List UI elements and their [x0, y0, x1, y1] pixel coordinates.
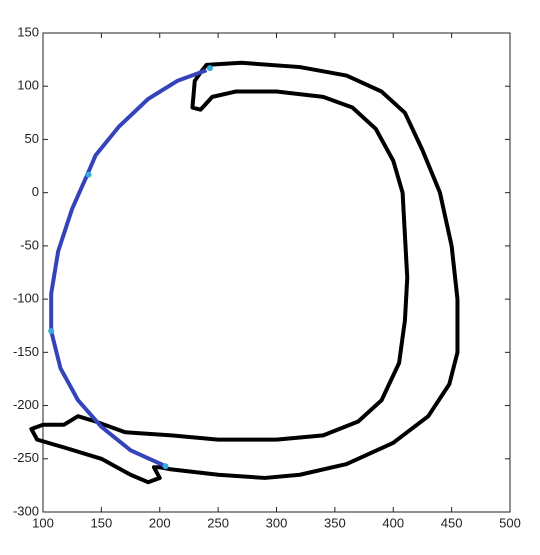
series-line: [29, 60, 460, 485]
y-tick-label: -150: [13, 344, 39, 359]
x-tick-label: 450: [441, 515, 463, 530]
point-marker: [85, 171, 92, 178]
point-marker: [48, 328, 55, 335]
series-line: [49, 68, 208, 469]
point-marker: [206, 65, 213, 72]
y-tick-label: 150: [17, 24, 39, 39]
x-tick-label: 150: [91, 515, 113, 530]
y-tick-label: 100: [17, 78, 39, 93]
y-tick-label: -100: [13, 291, 39, 306]
x-tick-label: 100: [32, 515, 54, 530]
x-tick-label: 350: [324, 515, 346, 530]
y-tick-label: -200: [13, 397, 39, 412]
x-tick-label: 200: [149, 515, 171, 530]
y-tick-label: 0: [32, 184, 39, 199]
x-tick-label: 400: [382, 515, 404, 530]
y-tick-label: -250: [13, 450, 39, 465]
x-tick-label: 500: [499, 515, 521, 530]
y-tick-label: 50: [25, 131, 39, 146]
x-tick-label: 300: [266, 515, 288, 530]
y-tick-label: -50: [20, 237, 39, 252]
y-tick-label: -300: [13, 503, 39, 518]
point-marker: [162, 463, 169, 470]
x-tick-label: 250: [207, 515, 229, 530]
